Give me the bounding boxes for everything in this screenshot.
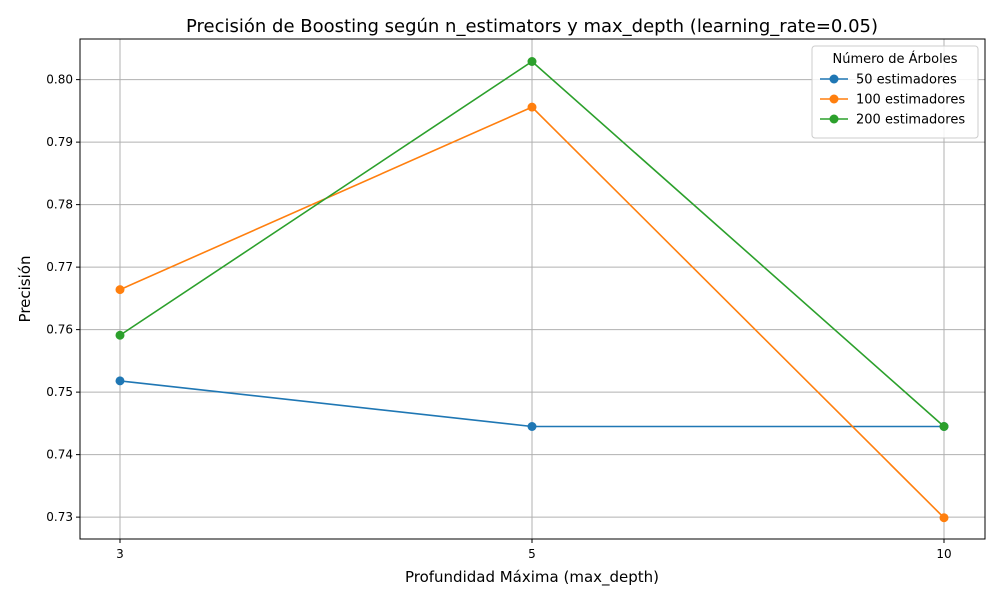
y-tick-label: 0.73 xyxy=(46,510,73,524)
y-tick-label: 0.78 xyxy=(46,198,73,212)
data-point xyxy=(939,422,949,431)
legend-entry-label: 50 estimadores xyxy=(856,73,957,88)
chart-title: Precisión de Boosting según n_estimators… xyxy=(186,16,878,37)
data-point xyxy=(527,102,537,112)
legend-entry-label: 200 estimadores xyxy=(856,113,965,128)
legend-swatch-marker xyxy=(829,74,839,84)
data-point xyxy=(115,330,125,340)
legend-swatch-marker xyxy=(829,94,839,104)
x-tick-label: 5 xyxy=(528,547,536,561)
y-tick-label: 0.74 xyxy=(46,448,73,462)
legend: Número de Árboles 50 estimadores 100 estim… xyxy=(811,45,979,139)
series-1 xyxy=(115,102,949,523)
legend-title: Número de Árboles xyxy=(833,51,958,67)
x-tick-label: 10 xyxy=(936,547,951,561)
x-tick-label: 3 xyxy=(116,547,124,561)
y-tick-label: 0.80 xyxy=(46,73,73,87)
y-tick-label: 0.75 xyxy=(46,385,73,399)
y-tick-label: 0.76 xyxy=(46,323,73,337)
y-tick-label: 0.77 xyxy=(46,260,73,274)
data-point xyxy=(939,513,949,523)
y-tick-label: 0.79 xyxy=(46,135,73,149)
series-lines xyxy=(115,57,949,523)
legend-entry-label: 100 estimadores xyxy=(856,93,965,108)
y-axis-label: Precisión xyxy=(16,256,34,323)
data-point xyxy=(115,376,125,386)
series-2 xyxy=(115,57,949,431)
axis-ticks: 0.73 0.74 0.75 0.76 0.77 0.78 0.79 0.80 3 5 10 xyxy=(46,73,951,561)
data-point xyxy=(527,422,537,431)
legend-box xyxy=(811,45,979,139)
data-point xyxy=(115,285,125,295)
legend-swatch-marker xyxy=(829,114,839,124)
x-axis-label: Profundidad Máxima (max_depth) xyxy=(405,568,659,587)
data-point xyxy=(527,57,537,66)
